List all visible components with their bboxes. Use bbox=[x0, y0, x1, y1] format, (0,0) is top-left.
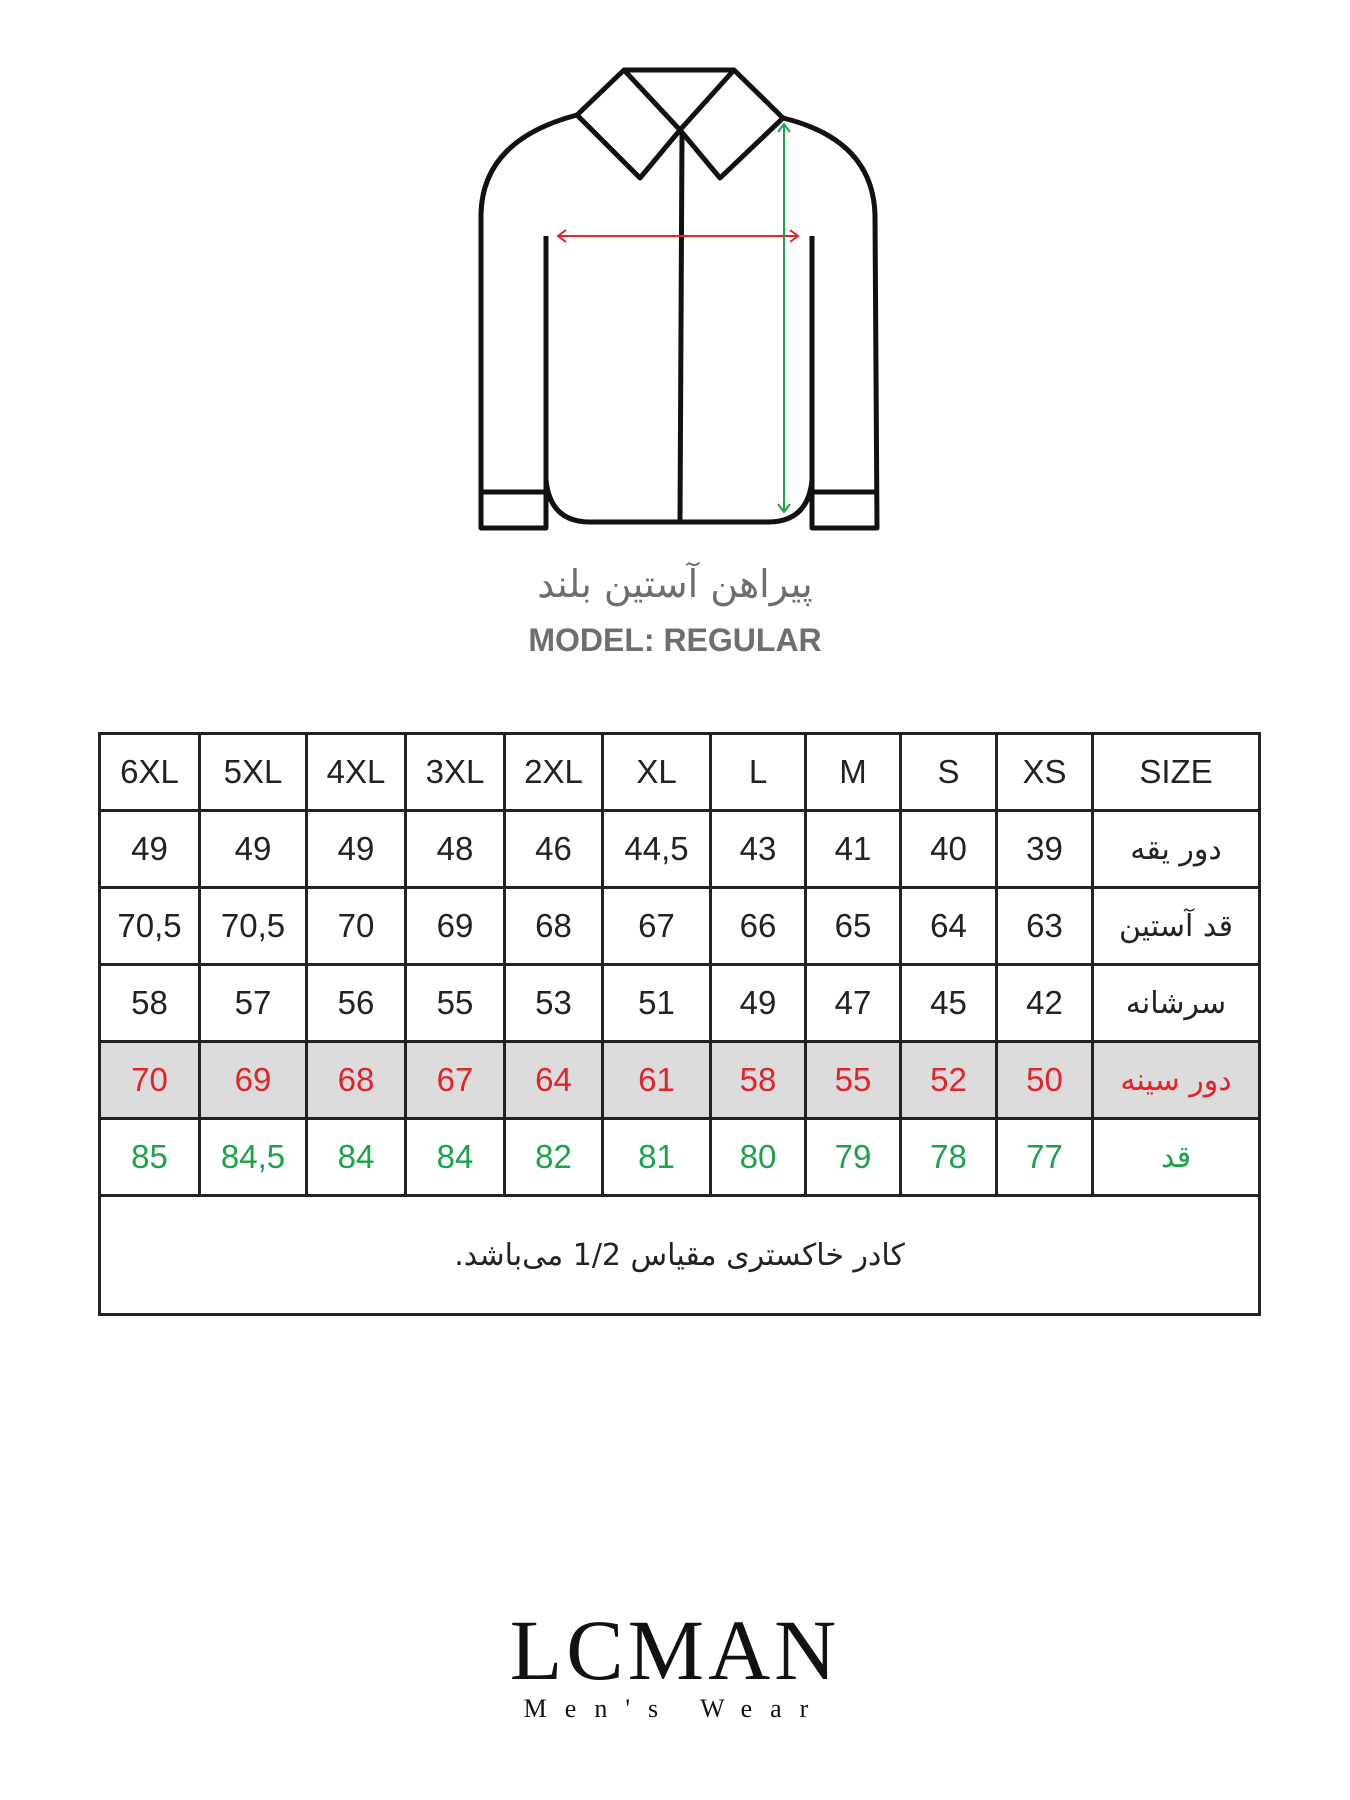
product-model: MODEL: REGULAR bbox=[528, 622, 822, 658]
table-cell: S bbox=[899, 732, 998, 812]
table-cell: 58 bbox=[98, 963, 201, 1043]
shirt-collar bbox=[574, 67, 786, 181]
table-row: 70 69 68 67 64 61 58 55 52 50 دور سینه bbox=[98, 1040, 1261, 1120]
table-cell: 48 bbox=[404, 809, 506, 889]
table-cell: 67 bbox=[404, 1040, 506, 1120]
table-cell: 46 bbox=[503, 809, 604, 889]
table-cell: 84,5 bbox=[198, 1117, 308, 1197]
table-cell: 49 bbox=[709, 963, 807, 1043]
table-cell: 70 bbox=[98, 1040, 201, 1120]
table-cell: 85 bbox=[98, 1117, 201, 1197]
shirt-placket bbox=[677, 131, 685, 523]
table-cell: قد bbox=[1091, 1117, 1261, 1197]
table-cell: 3XL bbox=[404, 732, 506, 812]
table-cell: 6XL bbox=[98, 732, 201, 812]
table-cell: دور یقه bbox=[1091, 809, 1261, 889]
table-row: 85 84,5 84 84 82 81 80 79 78 77 قد bbox=[98, 1117, 1261, 1197]
table-cell: 41 bbox=[804, 809, 902, 889]
table-cell: 4XL bbox=[305, 732, 407, 812]
table-cell: 63 bbox=[995, 886, 1094, 966]
table-cell: 64 bbox=[503, 1040, 604, 1120]
table-cell: 44,5 bbox=[601, 809, 712, 889]
table-cell: 68 bbox=[305, 1040, 407, 1120]
table-note: کادر خاکستری مقیاس 1/2 می‌باشد. bbox=[98, 1194, 1261, 1316]
table-cell: 53 bbox=[503, 963, 604, 1043]
table-cell: 47 bbox=[804, 963, 902, 1043]
table-cell: SIZE bbox=[1091, 732, 1261, 812]
table-cell: 81 bbox=[601, 1117, 712, 1197]
table-row: 58 57 56 55 53 51 49 47 45 42 سرشانه bbox=[98, 963, 1261, 1043]
table-cell: دور سینه bbox=[1091, 1040, 1261, 1120]
table-row: 49 49 49 48 46 44,5 43 41 40 39 دور یقه bbox=[98, 809, 1261, 889]
table-cell: 55 bbox=[804, 1040, 902, 1120]
table-cell: 77 bbox=[995, 1117, 1094, 1197]
table-cell: 57 bbox=[198, 963, 308, 1043]
table-cell: 64 bbox=[899, 886, 998, 966]
table-cell: 65 bbox=[804, 886, 902, 966]
product-title: پیراهن آستین بلند bbox=[537, 562, 813, 606]
size-table: 6XL 5XL 4XL 3XL 2XL XL L M S XS SIZE 49 49 49 48 46 44,5… bbox=[98, 732, 1261, 1316]
table-cell: 52 bbox=[899, 1040, 998, 1120]
table-cell: 82 bbox=[503, 1117, 604, 1197]
table-cell: 66 bbox=[709, 886, 807, 966]
table-cell: قد آستین bbox=[1091, 886, 1261, 966]
table-cell: 69 bbox=[198, 1040, 308, 1120]
table-cell: M bbox=[804, 732, 902, 812]
table-cell: 68 bbox=[503, 886, 604, 966]
table-cell: 70,5 bbox=[198, 886, 308, 966]
table-cell: 2XL bbox=[503, 732, 604, 812]
table-cell: 69 bbox=[404, 886, 506, 966]
table-cell: 58 bbox=[709, 1040, 807, 1120]
table-row: 70,5 70,5 70 69 68 67 66 65 64 63 قد آستین bbox=[98, 886, 1261, 966]
table-note-row: کادر خاکستری مقیاس 1/2 می‌باشد. bbox=[98, 1194, 1261, 1316]
table-cell: 50 bbox=[995, 1040, 1094, 1120]
table-cell: 49 bbox=[198, 809, 308, 889]
table-cell: 84 bbox=[305, 1117, 407, 1197]
table-cell: 45 bbox=[899, 963, 998, 1043]
table-cell: 49 bbox=[98, 809, 201, 889]
table-cell: 43 bbox=[709, 809, 807, 889]
length-measure-arrow bbox=[777, 122, 791, 514]
table-cell: L bbox=[709, 732, 807, 812]
table-cell: 40 bbox=[899, 809, 998, 889]
table-cell: 67 bbox=[601, 886, 712, 966]
shirt-hem bbox=[543, 479, 815, 525]
table-cell: XL bbox=[601, 732, 712, 812]
table-cell: 70 bbox=[305, 886, 407, 966]
table-cell: 55 bbox=[404, 963, 506, 1043]
table-cell: 51 bbox=[601, 963, 712, 1043]
table-cell: 42 bbox=[995, 963, 1094, 1043]
table-cell: 70,5 bbox=[98, 886, 201, 966]
table-header-row: 6XL 5XL 4XL 3XL 2XL XL L M S XS SIZE bbox=[98, 732, 1261, 812]
table-cell: 5XL bbox=[198, 732, 308, 812]
table-cell: XS bbox=[995, 732, 1094, 812]
table-cell: 80 bbox=[709, 1117, 807, 1197]
table-cell: سرشانه bbox=[1091, 963, 1261, 1043]
brand-tagline: Men's Wear bbox=[523, 1694, 827, 1723]
shirt-body-outline bbox=[478, 112, 880, 531]
table-cell: 39 bbox=[995, 809, 1094, 889]
table-cell: 79 bbox=[804, 1117, 902, 1197]
table-cell: 78 bbox=[899, 1117, 998, 1197]
table-cell: 56 bbox=[305, 963, 407, 1043]
table-cell: 84 bbox=[404, 1117, 506, 1197]
table-cell: 49 bbox=[305, 809, 407, 889]
table-cell: 61 bbox=[601, 1040, 712, 1120]
shirt-diagram bbox=[478, 67, 880, 531]
chest-measure-arrow bbox=[556, 229, 800, 243]
brand-logo: LCMAN bbox=[509, 1602, 841, 1698]
